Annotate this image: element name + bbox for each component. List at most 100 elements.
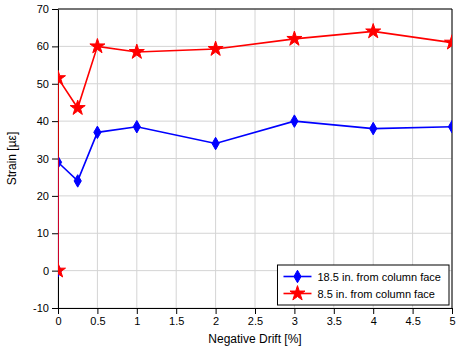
grid-line	[452, 9, 453, 308]
grid-line	[58, 158, 452, 159]
x-tick-mark	[216, 308, 217, 314]
point	[366, 24, 381, 38]
legend-box	[277, 265, 449, 305]
y-tick-mark	[52, 196, 58, 197]
data-area	[58, 24, 452, 277]
x-tick: 1	[134, 308, 140, 327]
x-tick: 3.5	[327, 308, 342, 327]
x-tick: 0.5	[90, 308, 105, 327]
point	[133, 120, 140, 132]
frame	[58, 9, 452, 10]
legend-marker	[294, 270, 301, 282]
x-tick: 2	[213, 308, 219, 327]
y-axis: -10 0 10 20 30 40 50 60 70	[33, 3, 58, 314]
x-tick-mark	[452, 308, 453, 314]
x-tick-mark	[373, 308, 374, 314]
point	[129, 44, 144, 58]
x-tick-mark	[176, 308, 177, 314]
point	[74, 175, 81, 187]
x-tick: 2.5	[248, 308, 263, 327]
legend: 18.5 in. from column face 8.5 in. from co…	[277, 265, 449, 305]
legend-label: 8.5 in. from column face	[317, 288, 434, 300]
y-tick-label: 0	[43, 265, 49, 277]
y-tick: 50	[37, 78, 58, 90]
y-tick: 40	[37, 115, 58, 127]
grid-line	[58, 195, 452, 196]
x-tick-mark	[137, 308, 138, 314]
point	[58, 70, 66, 84]
y-tick-mark	[52, 159, 58, 160]
y-tick-mark	[52, 233, 58, 234]
frame	[452, 9, 453, 308]
grid-line	[58, 46, 452, 47]
y-tick-mark	[52, 84, 58, 85]
y-tick: 10	[37, 227, 58, 239]
point	[448, 120, 452, 132]
point	[90, 38, 105, 52]
x-tick: 4.5	[405, 308, 420, 327]
x-axis: 0 0.5 1 1.5 2 2.5 3 3.5 4 4.5 5	[55, 308, 455, 327]
point	[287, 31, 302, 45]
y-tick: 60	[37, 40, 58, 52]
x-tick-mark	[255, 308, 256, 314]
y-tick: 0	[43, 265, 58, 277]
x-tick: 3	[292, 308, 298, 327]
x-tick: 0	[55, 308, 61, 327]
point	[444, 35, 452, 49]
x-tick-label: 1	[134, 315, 140, 327]
y-tick-label: 50	[37, 78, 49, 90]
x-tick-mark	[58, 308, 59, 314]
point	[370, 122, 377, 134]
y-tick-mark	[52, 121, 58, 122]
x-tick-mark	[294, 308, 295, 314]
grid-line	[58, 121, 452, 122]
y-tick: -10	[33, 302, 58, 314]
point	[208, 41, 223, 55]
y-tick: 30	[37, 153, 58, 165]
y-tick-mark	[52, 46, 58, 47]
y-tick-mark	[52, 271, 58, 272]
grid-line	[58, 83, 452, 84]
point	[70, 100, 85, 114]
legend-item: 8.5 in. from column face	[283, 286, 434, 300]
x-tick-label: 5	[449, 315, 455, 327]
plot-background	[58, 9, 452, 308]
x-tick: 5	[449, 308, 455, 327]
legend-label: 18.5 in. from column face	[317, 271, 441, 283]
x-tick-label: 3	[292, 315, 298, 327]
x-tick-label: 2	[213, 315, 219, 327]
y-tick-mark	[52, 308, 58, 309]
x-tick-label: 1.5	[169, 315, 184, 327]
legend-marker	[290, 286, 305, 300]
series-line	[58, 31, 452, 270]
series-line	[58, 121, 452, 271]
y-tick-mark	[52, 9, 58, 10]
point	[58, 263, 66, 277]
grid-line	[58, 233, 452, 234]
plot: 0 0.5 1 1.5 2 2.5 3 3.5 4 4.5 5 -10 0 10 20 30 40 50 60 70 1…	[33, 3, 459, 327]
legend-item: 18.5 in. from column face	[283, 270, 441, 282]
y-tick: 70	[37, 3, 58, 15]
x-tick: 4	[371, 308, 377, 327]
x-tick-label: 0	[55, 315, 61, 327]
x-tick-label: 4	[371, 315, 377, 327]
chart: 0 0.5 1 1.5 2 2.5 3 3.5 4 4.5 5 -10 0 10 20 30 40 50 60 70 1…	[0, 0, 464, 348]
y-tick-label: 30	[37, 153, 49, 165]
x-tick-mark	[334, 308, 335, 314]
y-tick: 20	[37, 190, 58, 202]
y-tick-label: 20	[37, 190, 49, 202]
x-tick-label: 0.5	[90, 315, 105, 327]
y-tick-label: 60	[37, 40, 49, 52]
x-tick: 1.5	[169, 308, 184, 327]
y-tick-label: -10	[33, 302, 49, 314]
point	[291, 115, 298, 127]
y-axis-title: Strain [µε]	[5, 132, 19, 186]
y-tick-label: 70	[37, 3, 49, 15]
x-tick-mark	[413, 308, 414, 314]
x-tick-label: 3.5	[327, 315, 342, 327]
y-tick-label: 10	[37, 227, 49, 239]
x-tick-label: 4.5	[405, 315, 420, 327]
point	[94, 126, 101, 138]
x-tick-label: 2.5	[248, 315, 263, 327]
grid-line	[58, 9, 452, 10]
